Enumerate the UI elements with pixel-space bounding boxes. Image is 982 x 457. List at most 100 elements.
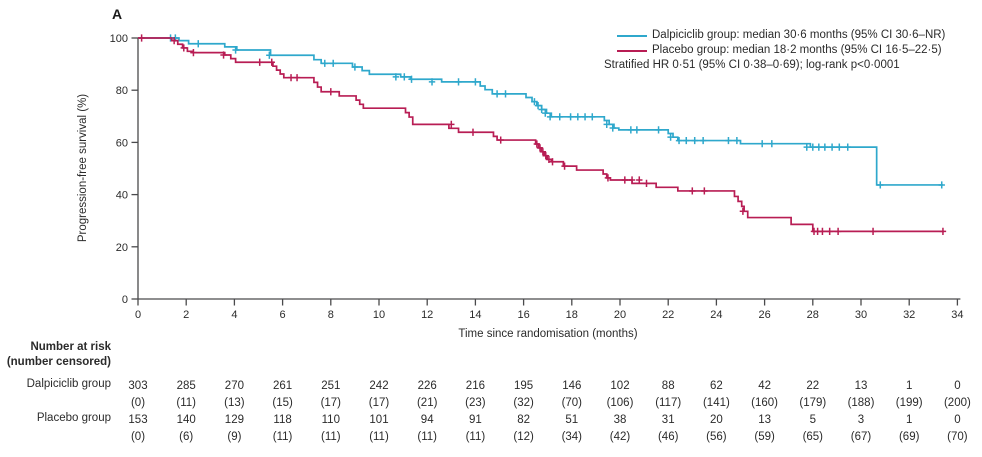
censor-mark-placebo-group [536,144,544,152]
risk-at-risk-value: 140 [177,414,196,426]
risk-censored-value: (179) [799,397,826,409]
y-tick-label: 0 [122,294,128,306]
x-tick-label: 24 [710,309,722,321]
dalpiciclib-line-swatch [617,35,647,37]
censor-mark-dalpiciclib-group [699,136,707,145]
risk-censored-value: (23) [465,397,486,409]
censor-mark-dalpiciclib-group [392,73,400,81]
censor-mark-dalpiciclib-group [567,113,574,121]
x-tick-label: 22 [662,309,674,321]
risk-censored-value: (17) [321,397,342,409]
censor-mark-placebo-group [643,179,650,187]
risk-at-risk-value: 153 [128,414,147,426]
risk-censored-value: (11) [466,431,486,443]
censor-mark-placebo-group [497,136,504,144]
censor-mark-dalpiciclib-group [768,140,776,148]
risk-at-risk-value: 1 [906,414,912,426]
risk-at-risk-value: 118 [273,414,291,426]
risk-censored-value: (188) [848,397,875,409]
legend-label: Placebo group: median 18·2 months (95% C… [652,44,942,56]
censor-mark-placebo-group [293,74,301,82]
risk-censored-value: (17) [369,397,390,409]
risk-censored-value: (11) [321,431,341,443]
censor-mark-dalpiciclib-group [725,136,732,145]
risk-at-risk-value: 0 [954,414,960,426]
risk-at-risk-value: 5 [810,414,816,426]
censor-mark-dalpiciclib-group [546,113,554,121]
risk-censored-value: (200) [944,397,971,409]
risk-censored-value: (12) [513,431,534,443]
censor-mark-dalpiciclib-group [581,113,589,121]
censor-mark-dalpiciclib-group [836,143,843,151]
risk-at-risk-value: 303 [128,380,147,392]
risk-censored-value: (46) [658,431,679,443]
censor-mark-dalpiciclib-group [455,78,462,86]
censor-mark-placebo-group [180,44,187,52]
censor-mark-placebo-group [869,227,877,236]
x-tick-label: 14 [469,309,481,321]
censor-mark-placebo-group [628,176,636,184]
risk-at-risk-value: 82 [517,414,530,426]
risk-censored-value: (65) [803,431,824,443]
censor-mark-dalpiciclib-group [844,143,851,151]
y-tick-label: 100 [110,33,128,45]
risk-at-risk-value: 129 [225,414,244,426]
risk-at-risk-value: 88 [662,380,675,392]
risk-censored-value: (15) [272,397,293,409]
x-tick-label: 30 [855,309,867,321]
risk-at-risk-value: 22 [806,380,819,392]
risk-at-risk-value: 51 [565,414,578,426]
censor-mark-dalpiciclib-group [627,126,635,134]
censor-mark-dalpiciclib-group [803,143,810,151]
y-tick-label: 20 [116,242,128,254]
censor-mark-dalpiciclib-group [472,78,479,86]
risk-censored-value: (42) [610,431,631,443]
risk-at-risk-value: 110 [322,414,340,426]
risk-censored-value: (11) [417,431,437,443]
censor-mark-dalpiciclib-group [633,126,641,134]
censor-mark-dalpiciclib-group [609,124,616,132]
censor-mark-dalpiciclib-group [502,90,509,98]
risk-censored-value: (59) [754,431,775,443]
risk-at-risk-value: 285 [177,380,196,392]
risk-censored-value: (21) [417,397,438,409]
risk-at-risk-value: 0 [954,380,960,392]
censor-mark-placebo-group [138,34,145,42]
x-tick-label: 16 [517,309,529,321]
censor-mark-placebo-group [287,74,295,82]
x-tick-label: 6 [280,309,286,321]
survival-curve-dalpiciclib-group [138,37,943,186]
censor-mark-dalpiciclib-group [877,181,884,189]
censor-mark-dalpiciclib-group [401,73,408,81]
censor-mark-dalpiciclib-group [655,126,662,134]
legend-stat-note: Stratified HR 0·51 (95% CI 0·38–0·69); l… [604,59,900,71]
censor-mark-placebo-group [826,227,833,236]
risk-censored-value: (11) [176,397,196,409]
risk-censored-value: (117) [655,397,681,409]
censor-mark-dalpiciclib-group [493,90,501,98]
risk-at-risk-value: 261 [273,380,292,392]
risk-censored-value: (199) [896,397,923,409]
censor-mark-placebo-group [542,152,549,160]
risk-at-risk-value: 216 [466,380,485,392]
censor-mark-placebo-group [170,37,178,45]
x-tick-label: 26 [758,309,770,321]
legend-label: Dalpiciclib group: median 30·6 months (9… [652,29,946,41]
risk-censored-value: (32) [513,397,534,409]
censor-mark-placebo-group [621,176,629,184]
censor-mark-placebo-group [549,158,556,166]
censor-mark-dalpiciclib-group [556,113,563,121]
risk-at-risk-value: 20 [710,414,723,426]
censor-mark-placebo-group [545,155,553,163]
risk-at-risk-value: 13 [758,414,771,426]
risk-at-risk-value: 13 [855,380,868,392]
risk-censored-value: (6) [179,431,193,443]
risk-at-risk-value: 31 [662,414,675,426]
censor-mark-dalpiciclib-group [232,46,239,54]
x-tick-label: 4 [231,309,237,321]
censor-mark-dalpiciclib-group [589,113,596,121]
risk-censored-value: (141) [703,397,730,409]
risk-at-risk-value: 251 [321,380,340,392]
censor-mark-placebo-group [220,51,227,59]
